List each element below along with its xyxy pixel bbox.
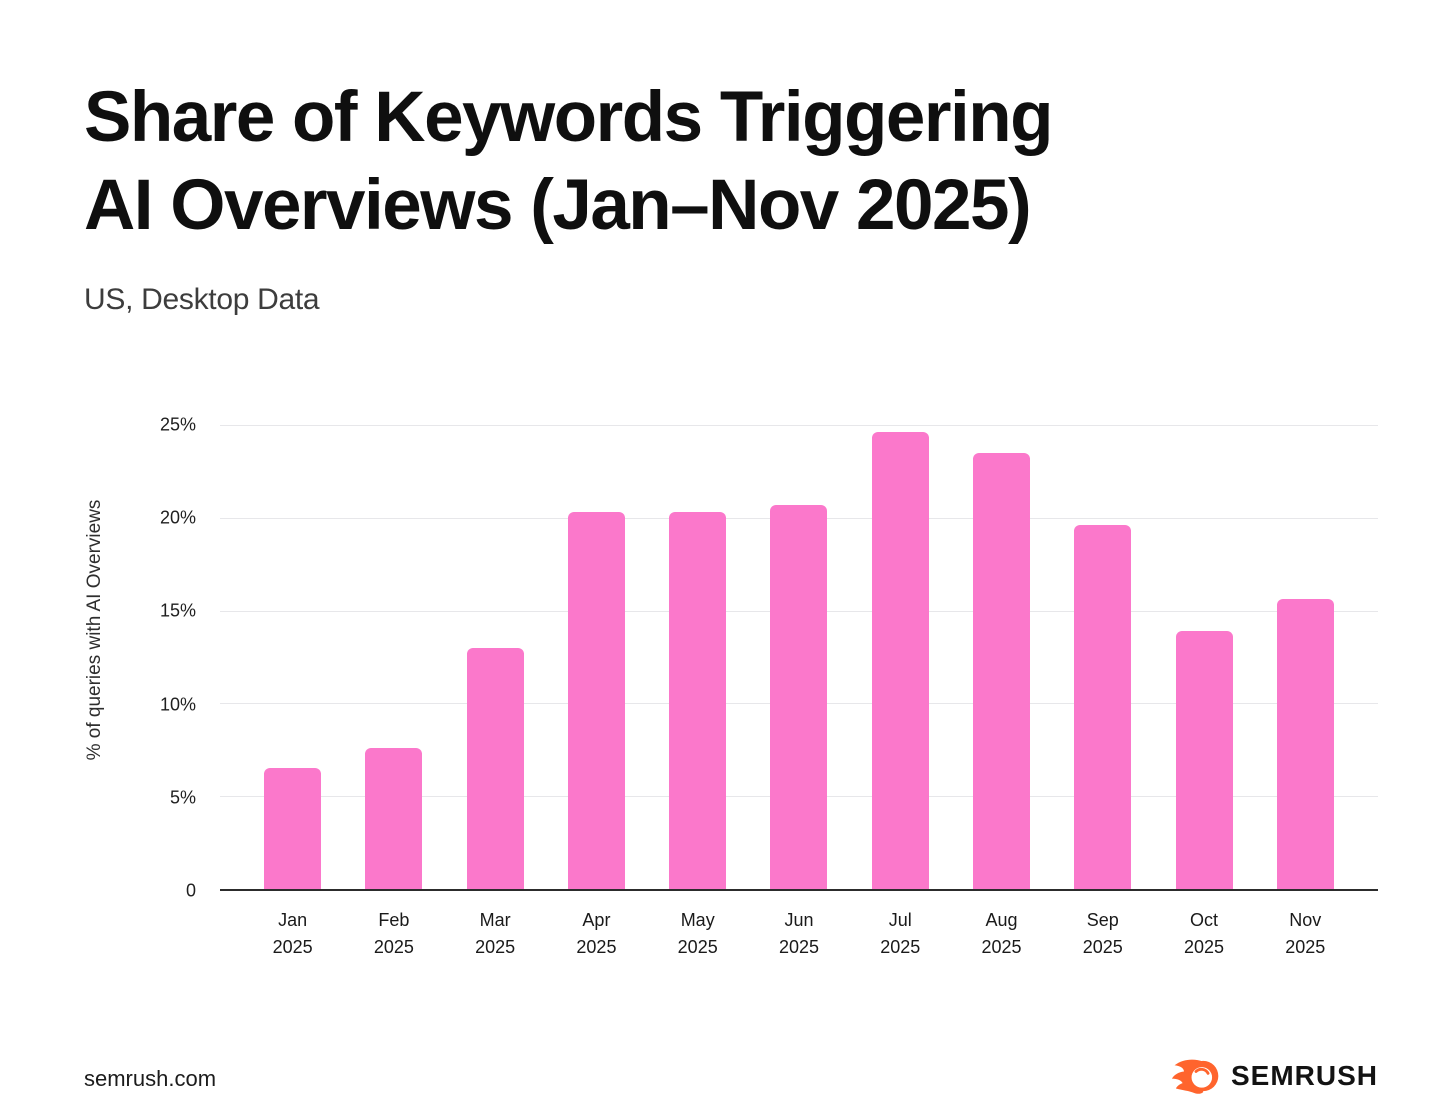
source-url: semrush.com — [84, 1066, 217, 1091]
bar-slot — [748, 425, 849, 889]
y-axis-labels: 25% 20% 15% 10% 5% 0 — [120, 415, 196, 901]
x-tick-label: Oct 2025 — [1184, 910, 1225, 957]
x-tick-label: Jun 2025 — [778, 910, 819, 957]
y-tick-label: 0 — [185, 880, 196, 901]
x-tick-label: Aug 2025 — [981, 910, 1022, 957]
bar-apr — [567, 512, 625, 889]
bar-slot — [647, 425, 748, 889]
y-tick-label: 15% — [159, 600, 196, 621]
semrush-wordmark: SEMRUSH — [1230, 1060, 1378, 1091]
bar-slot — [1052, 425, 1153, 889]
bars-row — [220, 425, 1378, 889]
bar-sep — [1074, 525, 1132, 889]
chart-title: Share of Keywords Triggering AI Overview… — [84, 78, 1053, 245]
bar-slot — [951, 425, 1052, 889]
x-tick-label: Apr 2025 — [576, 910, 617, 957]
bar-jul — [871, 432, 929, 889]
bar-jun — [770, 504, 828, 889]
x-tick-label: Jul 2025 — [880, 910, 921, 957]
y-tick-label: 25% — [159, 414, 196, 435]
semrush-logo: SEMRUSH — [1171, 1055, 1378, 1097]
bar-slot — [343, 425, 444, 889]
y-tick-label: 20% — [159, 507, 196, 528]
bar-mar — [466, 647, 524, 889]
bar-slot — [850, 425, 951, 889]
x-tick-label: Nov 2025 — [1285, 910, 1326, 957]
bar-slot — [546, 425, 647, 889]
bar-slot — [1153, 425, 1254, 889]
x-axis-labels: Jan 2025 Feb 2025 Mar 2025 Apr 2025 May 2025… — [220, 907, 1378, 961]
x-tick-label: Jan 2025 — [272, 910, 313, 957]
bar-may — [669, 512, 727, 889]
plot-area — [220, 425, 1378, 891]
y-axis-title: % of queries with AI Overviews — [84, 499, 105, 761]
bar-slot — [1255, 425, 1356, 889]
y-tick-label: 10% — [159, 694, 196, 715]
y-tick-label: 5% — [169, 787, 196, 808]
x-tick-label: Mar 2025 — [475, 910, 516, 957]
bar-slot — [242, 425, 343, 889]
bar-jan — [264, 768, 322, 889]
bar-aug — [972, 452, 1030, 889]
bar-slot — [445, 425, 546, 889]
x-tick-label: Feb 2025 — [373, 910, 414, 957]
bar-oct — [1175, 631, 1233, 889]
semrush-flame-icon — [1171, 1059, 1219, 1094]
bar-feb — [365, 747, 423, 889]
x-tick-label: May 2025 — [677, 910, 718, 957]
bar-nov — [1276, 599, 1334, 889]
gridline-25% — [220, 425, 1378, 426]
x-tick-label: Sep 2025 — [1082, 910, 1123, 957]
chart-subtitle: US, Desktop Data — [84, 283, 320, 316]
